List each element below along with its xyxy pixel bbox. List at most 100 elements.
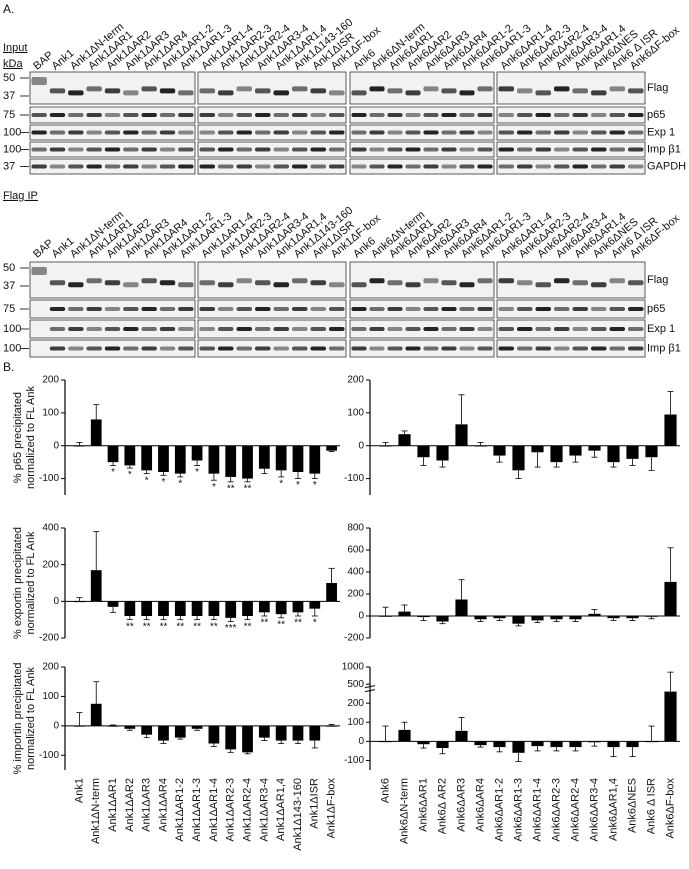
blot-band	[273, 147, 290, 152]
blot-band	[516, 307, 533, 311]
bar	[474, 445, 487, 447]
bar	[275, 445, 287, 471]
blot-band	[123, 282, 139, 288]
bar	[417, 445, 430, 458]
blot-label: GAPDH	[647, 160, 686, 172]
blot-strip	[29, 106, 196, 124]
blot-band	[141, 113, 157, 117]
blot-band	[68, 327, 84, 331]
blot-band	[273, 282, 290, 288]
blot-band	[627, 346, 644, 351]
bar	[309, 445, 321, 474]
blot-strip	[197, 261, 347, 299]
blot-band	[273, 346, 290, 351]
blot-band	[123, 90, 139, 96]
bar	[607, 741, 620, 748]
blot-band	[627, 164, 644, 169]
blot-band	[68, 130, 84, 135]
bar	[493, 741, 506, 748]
blot-band	[31, 164, 47, 169]
blot-band	[535, 327, 552, 331]
bar	[107, 725, 119, 727]
blot-band	[178, 130, 194, 135]
blot-band	[609, 130, 626, 135]
blot-band	[68, 147, 84, 152]
bar	[174, 725, 186, 738]
blot-band	[199, 147, 216, 152]
blot-band	[159, 327, 176, 331]
blot-band	[178, 164, 194, 169]
bar	[225, 445, 237, 477]
blot-band	[104, 327, 121, 331]
bar	[191, 601, 203, 616]
blot-band	[459, 113, 475, 117]
blot-band	[123, 346, 139, 351]
bar	[309, 725, 321, 741]
bar	[664, 691, 677, 742]
blot-band	[49, 130, 66, 135]
blot-band	[423, 86, 439, 92]
blot-band	[104, 88, 121, 94]
bar	[90, 570, 102, 602]
bar	[626, 616, 639, 619]
blot-band	[68, 346, 84, 351]
blot-strip	[197, 158, 347, 175]
blot-band	[609, 307, 626, 311]
blot-strip	[496, 339, 646, 358]
blot-strip	[197, 124, 347, 141]
y-tick-label: 400	[42, 523, 59, 534]
blot-band	[535, 282, 552, 288]
blot-band	[291, 147, 308, 152]
bar	[124, 601, 136, 616]
marker-label: 100	[3, 323, 21, 335]
blot-label: Exp 1	[647, 323, 675, 335]
blot-band	[477, 278, 493, 284]
blot-strip	[197, 71, 347, 105]
blot-band	[441, 147, 457, 152]
blot-band	[104, 130, 121, 135]
x-tick-label: Ank6ΔAR1,4	[607, 778, 619, 841]
blot-band	[351, 346, 367, 351]
blot-band	[273, 113, 290, 117]
marker-label: 37	[3, 90, 15, 102]
blot-band	[123, 164, 139, 169]
blot-band	[516, 88, 533, 94]
significance-label: *	[279, 479, 283, 490]
y-tick-label: 0	[53, 720, 59, 731]
blot-band	[236, 278, 253, 284]
blot-band	[516, 130, 533, 135]
blot-band	[498, 327, 515, 331]
blot-band	[441, 280, 457, 286]
bar	[208, 601, 220, 616]
bar	[474, 741, 487, 746]
blot-band	[553, 147, 570, 152]
blot-band	[572, 280, 589, 286]
blot-band	[31, 130, 47, 135]
significance-label: *	[162, 477, 166, 488]
bar	[531, 741, 544, 747]
blot-band	[310, 164, 327, 169]
blot-strip	[197, 339, 347, 358]
bar	[645, 445, 658, 458]
bar	[512, 616, 525, 624]
blot-band	[405, 130, 421, 135]
blot-band	[387, 280, 403, 286]
y-tick-label: 0	[358, 611, 364, 622]
y-tick-label: 0	[358, 440, 364, 451]
bar	[225, 601, 237, 618]
blot-band	[159, 130, 176, 135]
significance-label: **	[277, 619, 285, 630]
blot-band	[291, 113, 308, 117]
blot-band	[49, 88, 66, 94]
x-tick-label: Ank6ΔAR4	[474, 778, 486, 832]
blot-band	[423, 130, 439, 135]
blot-band	[273, 307, 290, 311]
significance-label: *	[195, 467, 199, 478]
blot-band	[178, 327, 194, 331]
blot-band	[553, 130, 570, 135]
blot-band	[553, 307, 570, 311]
blot-band	[328, 113, 345, 117]
y-tick-label: 0	[53, 440, 59, 451]
blot-band	[236, 147, 253, 152]
blot-strip	[496, 106, 646, 124]
